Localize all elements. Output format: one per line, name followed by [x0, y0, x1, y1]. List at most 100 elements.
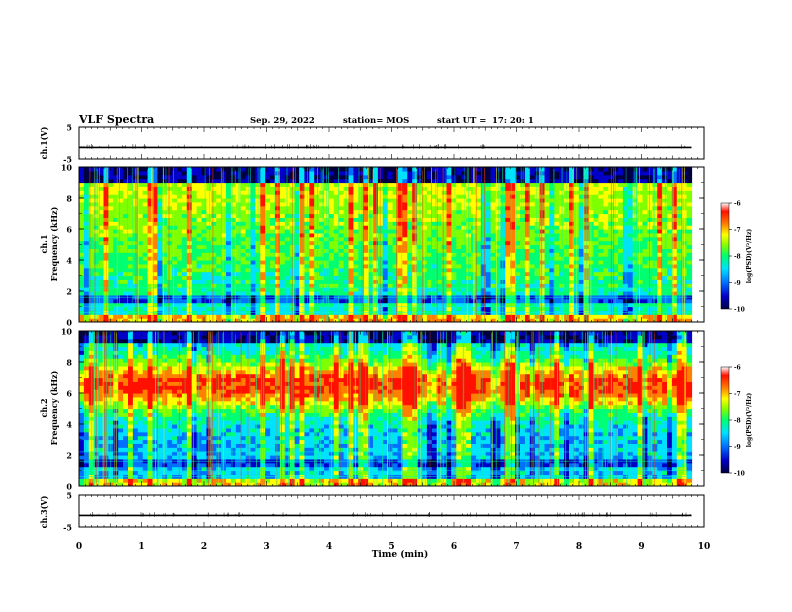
spectrogram-cell — [632, 205, 639, 211]
spectrogram-cell — [373, 275, 379, 280]
spectrogram-cell — [221, 267, 227, 273]
spectrogram-cell — [177, 201, 183, 207]
spectrogram-cell — [240, 167, 247, 172]
spectrogram-cell — [436, 306, 443, 311]
spectrogram-cell — [333, 298, 340, 304]
spectrogram-cell — [304, 170, 310, 176]
spectrogram-cell — [260, 201, 266, 207]
spectrogram-cell — [544, 279, 550, 284]
spectrogram-cell — [348, 174, 354, 180]
spectrogram-cell — [230, 201, 237, 207]
spectrogram-cell — [137, 213, 144, 218]
spectrogram-cell — [515, 287, 521, 292]
spectrogram-cell — [123, 279, 129, 284]
spectrogram-cell — [216, 283, 222, 288]
spectrogram-cell — [426, 287, 433, 292]
spectrogram-cell — [279, 201, 286, 207]
spectrogram-cell — [118, 283, 124, 288]
spectrogram-cell — [569, 186, 575, 191]
spectrogram-cell — [216, 252, 222, 257]
spectrogram-cell — [377, 263, 384, 269]
spectrogram-cell — [534, 170, 541, 176]
spectrogram-cell — [593, 213, 599, 218]
spectrogram-cell — [510, 182, 516, 187]
spectrogram-cell — [162, 186, 168, 191]
spectrogram-cell — [211, 283, 217, 288]
spectrogram-cell — [461, 186, 467, 191]
spectrogram-cell — [118, 198, 124, 203]
spectrogram-cell — [490, 186, 497, 191]
spectrogram-cell — [368, 298, 374, 304]
spectrogram-cell — [436, 271, 443, 277]
spectrogram-cell — [142, 244, 149, 249]
spectrogram-cell — [426, 244, 433, 249]
spectrogram-cell — [348, 260, 354, 265]
spectrogram-cell — [284, 302, 291, 308]
spectrogram-cell — [309, 217, 315, 222]
spectrogram-cell — [279, 209, 286, 215]
spectrogram-cell — [275, 225, 281, 230]
spectrogram-cell — [422, 201, 428, 207]
spectrogram-cell — [495, 291, 501, 296]
spectrogram-cell — [88, 256, 95, 261]
spectrogram-cell — [260, 170, 266, 176]
spectrogram-cell — [240, 318, 247, 322]
spectrogram-cell — [221, 209, 227, 215]
spectrogram-cell — [569, 201, 575, 207]
spectrogram-cell — [529, 279, 536, 284]
spectrogram-cell — [510, 302, 516, 308]
spectrogram-cell — [284, 260, 291, 265]
spectrogram-cell — [191, 174, 198, 180]
spectrogram-cell — [647, 252, 653, 257]
spectrogram-cell — [245, 267, 252, 273]
spectrogram-cell — [426, 198, 433, 203]
spectrogram-cell — [353, 213, 359, 218]
spectrogram-cell — [613, 260, 619, 265]
spectrogram-cell — [475, 198, 482, 203]
spectrogram-cell — [167, 283, 173, 288]
spectrogram-cell — [622, 306, 629, 311]
spectrogram-cell — [333, 279, 340, 284]
spectrogram-cell — [515, 283, 521, 288]
spectrogram-cell — [279, 252, 286, 257]
spectrogram-cell — [358, 217, 364, 222]
spectrogram-cell — [495, 167, 501, 172]
spectrogram-cell — [368, 198, 374, 203]
spectrogram-cell — [583, 186, 590, 191]
spectrogram-cell — [137, 225, 144, 230]
spectrogram-cell — [529, 318, 536, 322]
spectrogram-cell — [627, 298, 634, 304]
spectrogram-cell — [250, 302, 256, 308]
spectrogram-cell — [397, 271, 403, 277]
spectrogram-cell — [422, 318, 428, 322]
spectrogram-cell — [157, 314, 163, 319]
spectrogram-cell — [147, 271, 154, 277]
spectrogram-cell — [226, 217, 232, 222]
spectrogram-cell — [113, 260, 119, 265]
spectrogram-cell — [191, 221, 198, 226]
spectrogram-cell — [245, 260, 252, 265]
spectrogram-cell — [475, 275, 482, 280]
ch1-waveform-panel: 5-5 — [63, 123, 705, 165]
spectrogram-cell — [270, 244, 276, 249]
chart-title: VLF Spectra — [78, 113, 154, 126]
spectrogram-cell — [490, 302, 497, 308]
spectrogram-cell — [373, 213, 379, 218]
spectrogram-cell — [230, 194, 237, 199]
spectrogram-cell — [328, 267, 335, 273]
spectrogram-cell — [240, 248, 247, 253]
spectrogram-cell — [181, 263, 188, 269]
spectrogram-cell — [588, 178, 595, 184]
spectrogram-cell — [578, 283, 585, 288]
spectrogram-cell — [93, 279, 100, 284]
spectrogram-cell — [564, 244, 570, 249]
spectrogram-cell — [642, 178, 648, 184]
spectrogram-cell — [147, 217, 154, 222]
spectrogram-cell — [309, 267, 315, 273]
spectrogram-cell — [289, 318, 296, 322]
spectrogram-cell — [529, 174, 536, 180]
spectrogram-cell — [157, 248, 163, 253]
spectrogram-cell — [191, 283, 198, 288]
spectrogram-cell — [549, 252, 555, 257]
spectrogram-cell — [544, 256, 550, 261]
